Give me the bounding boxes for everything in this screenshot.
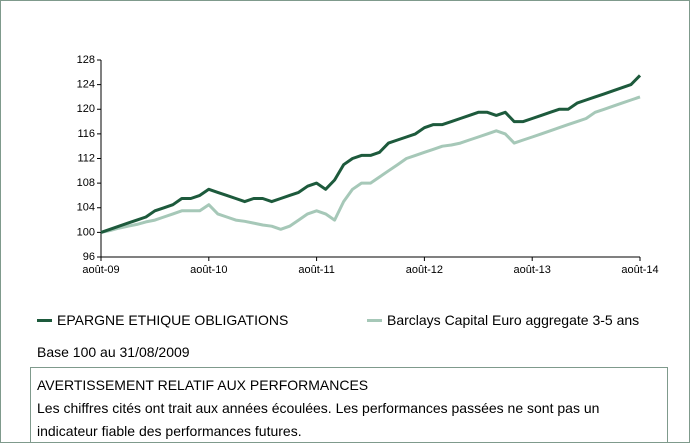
y-tick-label: 120: [77, 103, 95, 115]
x-tick-label: août-11: [298, 264, 335, 276]
base-note: Base 100 au 31/08/2009: [37, 344, 190, 360]
series-line: [100, 95, 641, 234]
x-tick-label: août-10: [190, 264, 227, 276]
y-tick-label: 112: [77, 152, 95, 164]
legend-label: Barclays Capital Euro aggregate 3-5 ans: [387, 312, 640, 328]
warning-box: AVERTISSEMENT RELATIF AUX PERFORMANCES L…: [30, 367, 668, 442]
y-tick-label: 104: [77, 202, 95, 214]
y-tick-label: 100: [77, 226, 95, 238]
legend-swatch: [367, 319, 382, 322]
chart: 96 100 104 108 112 116 120 124 128 août-09 août-10…: [77, 54, 659, 276]
x-tick-label: août-13: [514, 264, 551, 276]
y-tick-label: 128: [77, 54, 95, 66]
warning-title: AVERTISSEMENT RELATIF AUX PERFORMANCES: [37, 377, 369, 393]
x-tick-label: août-12: [406, 264, 443, 276]
warning-text: Les chiffres cités ont trait aux années …: [37, 400, 600, 439]
x-tick-label: août-09: [82, 264, 119, 276]
y-tick-label: 116: [77, 128, 95, 140]
series-line: [100, 74, 642, 234]
y-tick-label: 108: [77, 177, 95, 189]
legend-label: EPARGNE ETHIQUE OBLIGATIONS: [57, 312, 289, 328]
y-tick-label: 96: [83, 251, 95, 263]
y-tick-label: 124: [77, 79, 95, 91]
legend-swatch: [37, 319, 52, 322]
x-tick-label: août-14: [621, 264, 658, 276]
